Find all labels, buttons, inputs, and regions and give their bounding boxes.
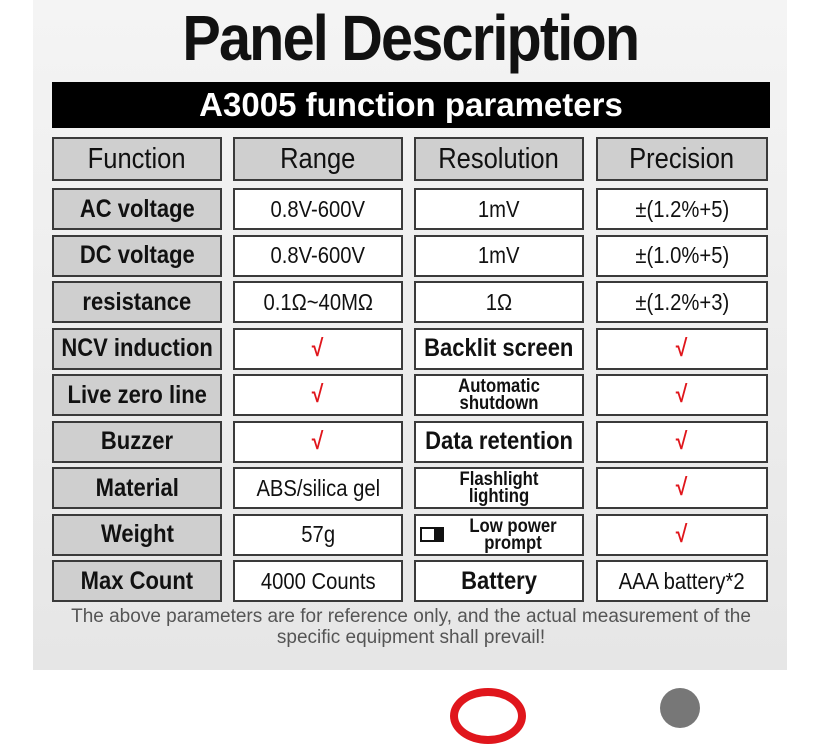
- cell-resolution: Flashlight lighting: [414, 467, 584, 509]
- cell-precision: AAA battery*2: [596, 560, 768, 602]
- cell-range-text: 0.8V-600V: [270, 242, 366, 268]
- cell-range: √: [233, 327, 403, 370]
- header-range: Range: [233, 137, 403, 181]
- cell-resolution: Low power prompt: [414, 513, 584, 556]
- cell-range-text: 0.8V-600V: [270, 195, 366, 222]
- cell-precision-text: ±(1.2%+5): [635, 195, 729, 222]
- cell-precision: √: [596, 513, 768, 556]
- cell-function: Material: [52, 467, 222, 509]
- page-title: Panel Description: [0, 0, 821, 80]
- cell-range: 0.8V-600V: [233, 234, 403, 277]
- cell-precision-text: √: [676, 381, 688, 408]
- cell-range: 0.8V-600V: [233, 188, 403, 230]
- decorative-circle-icon: [450, 688, 526, 744]
- cell-precision: √: [596, 467, 768, 509]
- cell-range-text: √: [312, 381, 324, 408]
- cell-precision-text: √: [676, 334, 688, 362]
- subtitle-bar: A3005 function parameters: [52, 82, 770, 128]
- cell-range: √: [233, 374, 403, 416]
- cell-precision-text: ±(1.2%+3): [635, 288, 729, 315]
- cell-precision-text: AAA battery*2: [618, 567, 746, 594]
- cell-precision: ±(1.0%+5): [596, 234, 768, 277]
- cell-range-text: √: [312, 334, 324, 362]
- cell-function-text: DC voltage: [79, 241, 195, 269]
- cell-function-text: Buzzer: [100, 427, 174, 455]
- cell-resolution-text: Battery: [461, 566, 537, 595]
- cell-resolution-text: 1Ω: [485, 288, 513, 315]
- cell-resolution-text: 1mV: [478, 195, 520, 222]
- cell-resolution-text: Data retention: [425, 427, 573, 455]
- cell-function-text: Weight: [100, 520, 174, 548]
- footer-note: The above parameters are for reference o…: [71, 606, 751, 648]
- cell-range-text: ABS/silica gel: [256, 474, 380, 501]
- cell-resolution-text: Backlit screen: [424, 334, 574, 362]
- header-precision-text: Precision: [629, 142, 735, 175]
- cell-range: 4000 Counts: [233, 560, 403, 602]
- cell-range-text: 57g: [301, 521, 335, 547]
- cell-function: Buzzer: [52, 420, 222, 463]
- cell-function-text: AC voltage: [79, 194, 195, 223]
- cell-precision-text: √: [676, 474, 688, 501]
- cell-resolution-text: Flashlight lighting: [459, 469, 539, 507]
- cell-precision: √: [596, 327, 768, 370]
- cell-range-text: 4000 Counts: [260, 567, 376, 594]
- low-battery-icon: [420, 527, 444, 542]
- cell-function: NCV induction: [52, 327, 222, 370]
- cell-precision: √: [596, 420, 768, 463]
- cell-function: Max Count: [52, 560, 222, 602]
- cell-precision-text: √: [676, 427, 688, 455]
- cell-function-text: resistance: [82, 287, 192, 316]
- cell-function-text: Material: [95, 473, 179, 502]
- cell-resolution: Data retention: [414, 420, 584, 463]
- cell-precision-text: ±(1.0%+5): [635, 242, 729, 268]
- cell-resolution: Automatic shutdown: [414, 374, 584, 416]
- cell-function: Weight: [52, 513, 222, 556]
- cell-precision: √: [596, 374, 768, 416]
- cell-resolution: 1mV: [414, 234, 584, 277]
- cell-function: AC voltage: [52, 188, 222, 230]
- cell-precision: ±(1.2%+5): [596, 188, 768, 230]
- header-range-text: Range: [280, 142, 356, 175]
- cell-range-text: √: [312, 427, 324, 455]
- cell-precision-text: √: [676, 520, 688, 548]
- cell-function-text: Max Count: [80, 566, 194, 595]
- cell-resolution: Backlit screen: [414, 327, 584, 370]
- cell-function: resistance: [52, 281, 222, 323]
- cell-resolution: 1mV: [414, 188, 584, 230]
- cell-function-text: NCV induction: [61, 334, 213, 362]
- cell-function: DC voltage: [52, 234, 222, 277]
- cell-precision: ±(1.2%+3): [596, 281, 768, 323]
- cell-function: Live zero line: [52, 374, 222, 416]
- header-resolution: Resolution: [414, 137, 584, 181]
- decorative-shape-icon: [660, 688, 700, 728]
- cell-resolution-text: Low power prompt: [469, 515, 557, 554]
- cell-resolution: 1Ω: [414, 281, 584, 323]
- cell-range-text: 0.1Ω~40MΩ: [263, 288, 373, 315]
- header-precision: Precision: [596, 137, 768, 181]
- cell-range: 57g: [233, 513, 403, 556]
- header-resolution-text: Resolution: [438, 142, 560, 175]
- cell-range: √: [233, 420, 403, 463]
- cell-function-text: Live zero line: [67, 380, 207, 409]
- cell-range: 0.1Ω~40MΩ: [233, 281, 403, 323]
- cell-resolution: Battery: [414, 560, 584, 602]
- header-function: Function: [52, 137, 222, 181]
- cell-resolution-text: 1mV: [478, 242, 520, 268]
- cell-range: ABS/silica gel: [233, 467, 403, 509]
- header-function-text: Function: [88, 142, 186, 175]
- page-title-text: Panel Description: [182, 2, 641, 74]
- cell-resolution-text: Automatic shutdown: [458, 376, 540, 414]
